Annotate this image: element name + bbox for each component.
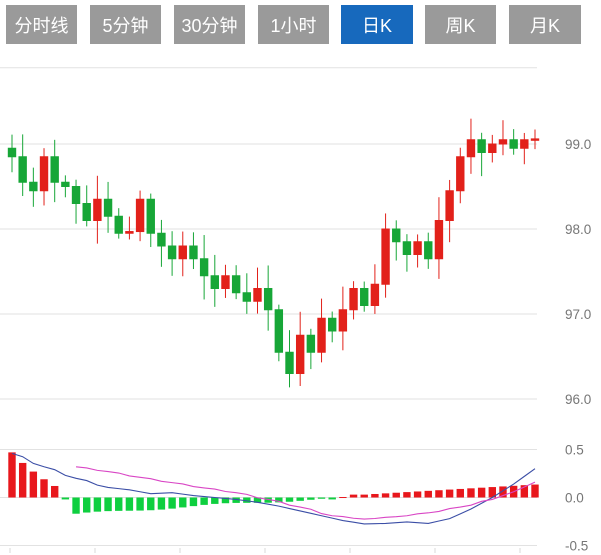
svg-text:99.0: 99.0	[565, 137, 591, 152]
svg-text:0.0: 0.0	[565, 490, 584, 505]
svg-text:0.5: 0.5	[565, 442, 584, 457]
svg-text:-0.5: -0.5	[565, 538, 588, 553]
svg-text:96.0: 96.0	[565, 392, 591, 407]
svg-text:98.0: 98.0	[565, 222, 591, 237]
svg-text:97.0: 97.0	[565, 307, 591, 322]
